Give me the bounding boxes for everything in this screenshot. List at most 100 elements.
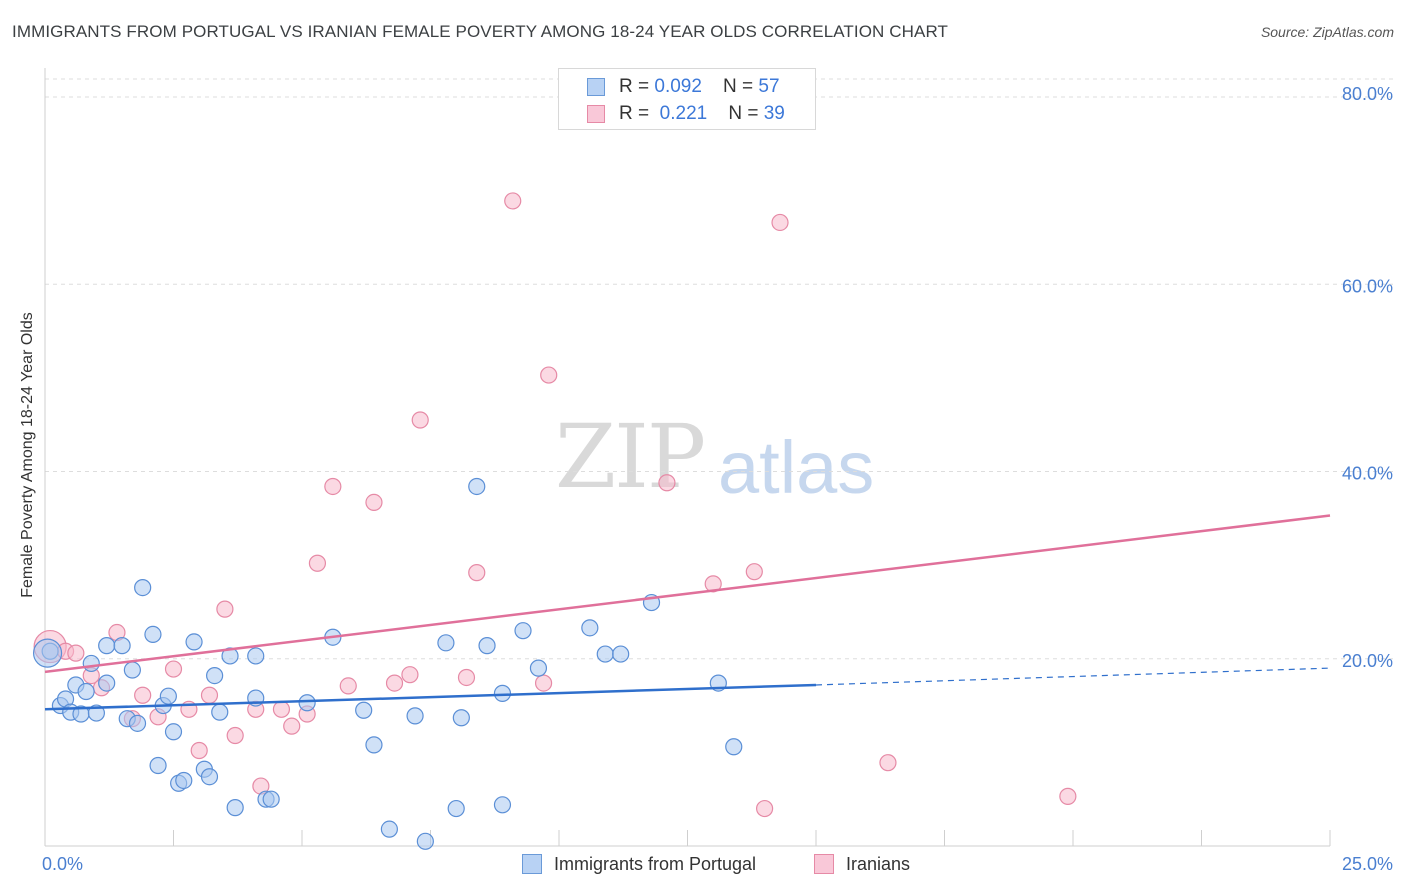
y-tick-label: 20.0% (1342, 651, 1393, 671)
point-iranians (540, 366, 558, 384)
correlation-legend: R = 0.092 N = 57 R = 0.221 N = 39 (558, 68, 816, 130)
point-iranians (385, 674, 404, 692)
point-portugal (98, 674, 116, 692)
bottom-legend-iranians: Iranians (814, 852, 910, 876)
point-portugal (128, 714, 147, 732)
point-portugal (144, 625, 162, 644)
legend-n-label: N = (723, 76, 759, 97)
point-iranians (658, 474, 676, 492)
legend-r-label: R = (619, 76, 655, 97)
point-iranians (755, 799, 774, 818)
series-iranians-points (33, 192, 1077, 818)
y-tick-label: 60.0% (1342, 276, 1393, 296)
point-portugal (493, 684, 512, 702)
tick-labels: 20.0% 40.0% 60.0% 80.0% 0.0% 25.0% (42, 84, 1393, 874)
bottom-legend-swatch-portugal (522, 854, 542, 874)
point-portugal (206, 667, 224, 685)
point-portugal (164, 723, 183, 741)
watermark-atlas: atlas (718, 426, 875, 509)
point-portugal (77, 682, 95, 701)
point-portugal (596, 645, 614, 663)
point-portugal (134, 578, 152, 597)
point-iranians (164, 660, 183, 678)
watermark-zip: ZIP (555, 405, 706, 508)
y-tick-label: 40.0% (1342, 464, 1393, 484)
point-iranians (745, 563, 763, 581)
point-portugal (365, 736, 383, 754)
axes (44, 68, 1331, 847)
point-portugal (262, 790, 280, 808)
point-iranians (200, 686, 219, 704)
point-portugal (159, 687, 177, 705)
point-iranians (272, 700, 291, 718)
point-iranians (704, 575, 722, 593)
point-iranians (365, 493, 383, 511)
point-portugal (98, 637, 116, 655)
bottom-legend-label-portugal: Immigrants from Portugal (554, 853, 757, 874)
bottom-legend-label-iranians: Iranians (846, 853, 911, 874)
point-portugal (478, 637, 496, 655)
point-portugal (82, 654, 100, 673)
point-portugal (32, 638, 63, 668)
point-iranians (879, 754, 897, 772)
y-tick-label: 80.0% (1342, 84, 1393, 104)
point-portugal (200, 768, 219, 786)
trend-line-iranians (44, 514, 1331, 674)
chart-title: IMMIGRANTS FROM PORTUGAL VS IRANIAN FEMA… (12, 22, 949, 41)
point-portugal (123, 661, 141, 679)
point-portugal (514, 622, 532, 640)
point-portugal (447, 799, 465, 818)
point-portugal (355, 701, 373, 719)
point-portugal (406, 707, 424, 725)
trend-lines (44, 514, 1331, 711)
point-portugal (468, 477, 486, 496)
point-iranians (1059, 787, 1077, 805)
point-portugal (175, 771, 193, 790)
point-iranians (468, 564, 486, 582)
point-iranians (339, 677, 357, 695)
point-portugal (185, 633, 203, 651)
point-portugal (113, 637, 131, 655)
legend-r-value: 0.221 (659, 103, 708, 124)
point-iranians (283, 717, 301, 735)
point-iranians (190, 741, 208, 760)
point-portugal (493, 796, 512, 814)
trend-line-portugal-extension (815, 667, 1331, 686)
point-portugal (725, 738, 743, 756)
point-iranians (457, 668, 476, 687)
point-iranians (771, 213, 789, 232)
x-tick-label: 0.0% (42, 854, 83, 874)
point-portugal (247, 647, 265, 665)
point-iranians (67, 644, 85, 662)
bottom-legend-swatch-iranians (814, 854, 834, 874)
point-portugal (211, 703, 229, 721)
legend-n-value: 39 (763, 103, 785, 124)
series-portugal-points (32, 477, 743, 850)
point-portugal (226, 799, 244, 817)
point-iranians (216, 600, 234, 618)
point-portugal (612, 645, 630, 663)
point-portugal (437, 634, 455, 652)
point-portugal (416, 832, 434, 850)
legend-swatch-portugal (587, 78, 605, 96)
point-iranians (504, 192, 522, 210)
point-portugal (529, 659, 548, 677)
bottom-legend-portugal: Immigrants from Portugal (522, 852, 756, 876)
grid-lines (45, 78, 1395, 660)
source-label: Source: ZipAtlas.com (1260, 24, 1394, 40)
point-iranians (534, 674, 553, 692)
point-iranians (134, 686, 152, 704)
point-iranians (411, 411, 429, 429)
point-iranians (324, 477, 342, 496)
legend-r-label: R = (619, 103, 655, 124)
point-portugal (380, 820, 398, 838)
point-portugal (221, 647, 239, 665)
legend-swatch-iranians (587, 105, 605, 123)
point-portugal (149, 756, 167, 775)
trend-line-portugal (44, 683, 817, 711)
legend-r-value: 0.092 (654, 76, 702, 97)
legend-n-label: N = (728, 103, 764, 124)
legend-n-value: 57 (758, 76, 780, 97)
point-iranians (308, 554, 327, 572)
